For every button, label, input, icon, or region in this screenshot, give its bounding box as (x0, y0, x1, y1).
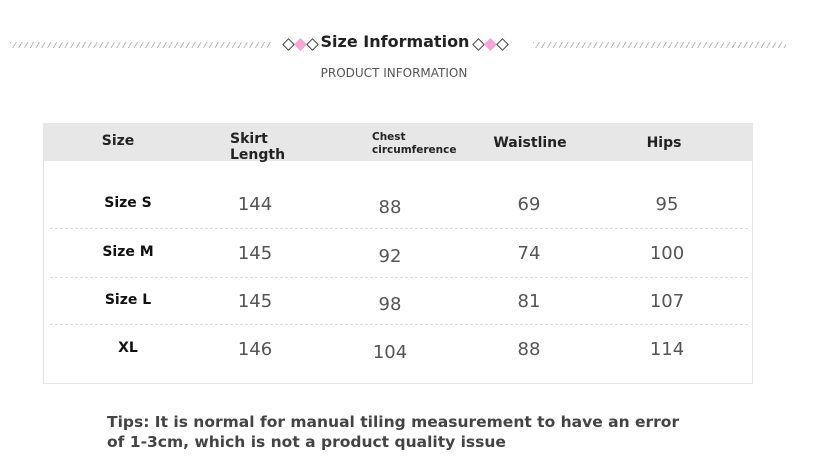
row-separator (50, 228, 748, 229)
column-header: Size (101, 133, 135, 149)
column-header: Skirt Length (230, 131, 286, 163)
tips: Tips: It is normal for manual tiling mea… (107, 413, 680, 451)
size-label: XL (118, 340, 138, 356)
column-header: Chest circumference (372, 131, 457, 156)
table-cell: 146 (237, 339, 273, 360)
table-cell: 88 (517, 339, 541, 360)
table-header-band (43, 123, 753, 161)
table-cell: 144 (237, 194, 273, 215)
column-header: Waistline (493, 135, 567, 151)
subtitle: PRODUCT INFORMATION (320, 66, 468, 80)
table-cell: 92 (378, 246, 402, 267)
table-cell: 104 (372, 342, 408, 363)
table-cell: 100 (649, 243, 685, 264)
table-cell: 69 (517, 194, 541, 215)
table-cell: 107 (649, 291, 685, 312)
table-cell: 98 (378, 294, 402, 315)
column-header: Hips (646, 135, 682, 151)
title: Size Information (320, 32, 470, 51)
table-cell: 81 (517, 291, 541, 312)
table-cell: 74 (517, 243, 541, 264)
table-cell: 114 (649, 339, 685, 360)
table-cell: 88 (378, 197, 402, 218)
row-separator (50, 324, 748, 325)
table-cell: 145 (237, 291, 273, 312)
table-cell: 145 (237, 243, 273, 264)
hatch-left (10, 42, 272, 48)
hatch-right (533, 42, 786, 48)
size-label: Size S (104, 195, 152, 211)
row-separator (50, 277, 748, 278)
size-label: Size L (104, 292, 152, 308)
table-cell: 95 (655, 194, 679, 215)
size-label: Size M (102, 244, 154, 260)
